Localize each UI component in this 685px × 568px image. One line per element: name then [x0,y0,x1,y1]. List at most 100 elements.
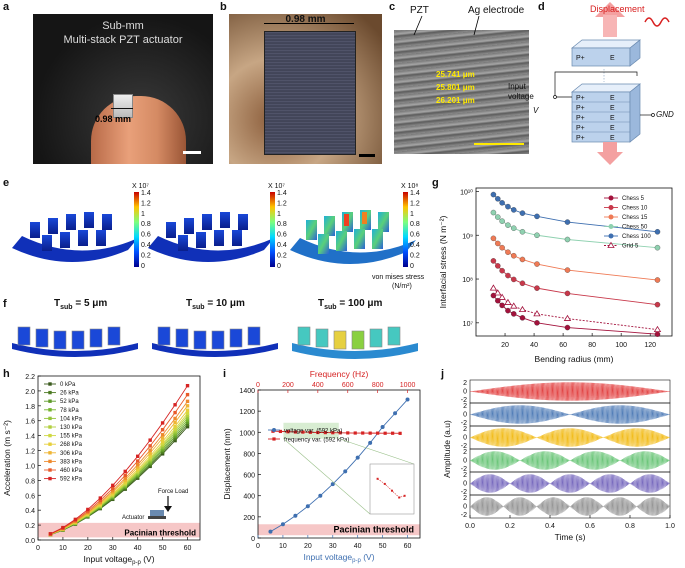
panel-label-c: c [389,1,396,13]
series-point [123,476,127,480]
plate-p5: P+ [576,135,585,142]
y-tick-label: 1.0 [25,463,35,470]
legend-marker [48,399,52,403]
x-tick-label: 0.6 [585,523,595,530]
zoom-inset [369,463,415,515]
force-load-label: Force Load [158,489,188,495]
series-point [505,222,511,228]
series-point [534,261,540,267]
side-view-3 [292,326,418,359]
y-tick-label: 0 [251,536,255,543]
y-tick-label: -2 [461,512,467,519]
y-tick-label: -2 [461,489,467,496]
thickness-3: 26.201 μm [436,96,475,105]
legend-label: Chess 5 [622,196,645,202]
series-point [505,272,511,279]
panel-label-d: d [538,1,545,13]
colorbar-tick: 0.6 [277,232,287,239]
series-point [504,298,512,305]
y-tick-label: 0.6 [25,493,35,500]
series-point [331,431,335,435]
y-tick-label: 0.4 [25,508,35,515]
series-point [160,433,165,437]
series-point [391,431,395,435]
colorbar-tick: 1 [141,211,145,218]
series-point [185,416,190,420]
colorbar-tick: 0 [410,263,414,270]
x-tick-label: 60 [404,543,412,550]
y-tick-label: 0 [463,504,467,511]
series-point [498,293,506,300]
series-point [495,196,501,202]
scale-bar-c [474,143,524,145]
series-point [490,191,497,198]
colorbar-tick: 1.2 [277,200,287,207]
series-point [510,311,517,317]
series-point [148,451,152,455]
series-point [111,483,115,488]
photo-b-scale-text: 0.98 mm [285,14,326,25]
series-point [393,411,398,416]
x-tick-label: 0 [36,545,40,552]
y-tick-label: 0 [463,458,467,465]
tsub-label-2: Tsub = 10 μm [186,298,245,311]
y-tick-label: -2 [461,443,467,450]
x2-tick-label: 0 [256,382,260,389]
series-point [305,504,310,509]
chart-g-ylabel: Interfacial stress (N m⁻²) [438,215,448,308]
colorbar-tick: 0 [141,263,145,270]
series-point [293,430,297,434]
series-point [173,429,177,433]
fingertip [91,96,186,164]
series-line [50,394,188,535]
series-point [173,435,177,439]
panel-label-j: j [441,368,445,380]
y-tick-label: 10¹⁰ [460,188,473,196]
series-point [368,431,372,435]
series-line [50,385,188,535]
waveform [469,382,671,401]
fem-map-2 [148,212,274,263]
legend-label: voltage var. (592 kPa) [284,429,342,435]
plate-e-top: E [610,55,615,62]
x-tick-label: 40 [354,543,362,550]
series-point [98,496,103,500]
x-tick-label: 0.2 [505,523,515,530]
x-tick-label: 0.0 [465,523,475,530]
arrow-down [597,142,623,165]
colorbar-tick: 1.4 [141,190,151,197]
series-point [534,213,540,220]
x-tick-label: 20 [84,545,92,552]
chart-j: Amplitude (a.u) Time (s) 20-220-220-220-… [442,379,675,542]
c-pointer-lines [413,15,480,36]
y-tick-label: 600 [243,473,255,480]
series-point [148,456,152,460]
input-voltage-label: Input voltage [508,82,534,101]
legend-marker [48,459,52,464]
plate-p4: P+ [576,125,585,132]
series-point [280,522,285,527]
series-point [495,214,501,220]
series-point [148,448,152,452]
panel-label-f: f [3,298,7,310]
series-point [368,440,373,445]
fem-stress-maps: X 10⁷ X 10⁷ X 10⁸ 1.4 1.2 1 0.8 0.6 0.4 0.2 0 1.… [12,183,425,290]
plate-p2: P+ [576,105,585,112]
y-tick-label: 1400 [239,388,255,395]
series-point [293,513,298,518]
legend-marker [48,416,52,421]
x-tick-label: 40 [134,545,142,552]
x-tick-label: 30 [109,545,117,552]
y-tick-label: 2 [463,380,467,387]
colorbar-tick: 1.4 [277,190,287,197]
series-point [380,425,385,429]
legend-label: Chess 50 [622,225,648,231]
legend-label: 78 kPa [60,408,79,414]
legend-label: 592 kPa [60,477,83,483]
x2-tick-label: 200 [282,382,294,389]
series-point [111,488,115,493]
gnd-label: GND [656,110,674,119]
legend-label: Chess 100 [622,234,651,240]
chart-i-threshold-band [258,524,420,536]
x2-tick-label: 1000 [400,382,416,389]
